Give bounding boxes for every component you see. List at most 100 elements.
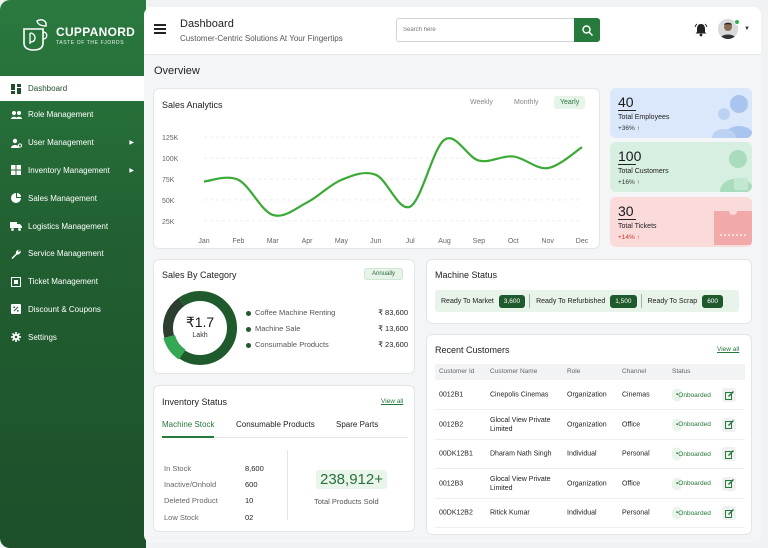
chevron-down-icon[interactable]: ▼ bbox=[744, 26, 750, 32]
column-header: Customer Name bbox=[490, 368, 538, 375]
sidebar-item-role-management[interactable]: Role Management bbox=[0, 101, 146, 129]
sidebar-item-sales-management[interactable]: Sales Management bbox=[0, 184, 146, 212]
machine-status-item[interactable]: Ready To Market 3,600 bbox=[435, 294, 531, 308]
sidebar-item-service-management[interactable]: Service Management bbox=[0, 240, 146, 268]
sidebar-item-settings[interactable]: Settings bbox=[0, 323, 146, 351]
table-row[interactable]: 0012B1 Cinepolis Cinemas Organization Cinem… bbox=[435, 381, 745, 410]
pie-chart-icon bbox=[10, 192, 22, 204]
donut-slice[interactable] bbox=[163, 334, 186, 360]
avatar[interactable] bbox=[718, 19, 738, 39]
sales-by-category-card: Sales By Category Annually ₹1.7 Lakh Cof… bbox=[153, 259, 415, 374]
machine-status-count: 1,500 bbox=[610, 294, 637, 308]
table-row[interactable]: 0012B2 Glocal View Private Limited Organiz… bbox=[435, 411, 745, 440]
gear-icon bbox=[10, 331, 22, 343]
machine-status-item[interactable]: Ready To Refurbished 1,500 bbox=[530, 294, 642, 308]
status-text: Onboarded bbox=[678, 450, 711, 458]
donut-slice[interactable] bbox=[163, 297, 185, 338]
edit-button[interactable] bbox=[722, 388, 736, 402]
cup-logo-icon bbox=[23, 19, 48, 51]
stat-underline bbox=[618, 219, 636, 220]
sidebar-item-logistics-management[interactable]: Logistics Management bbox=[0, 212, 146, 240]
stat-change-value: +14% bbox=[618, 234, 635, 241]
y-tick-label: 50K bbox=[162, 198, 175, 205]
edit-icon bbox=[724, 479, 734, 488]
y-tick-label: 25K bbox=[162, 219, 175, 226]
y-tick-label: 100K bbox=[162, 156, 179, 163]
sidebar-item-label: Inventory Management bbox=[28, 165, 110, 175]
status-badge: • Onboarded bbox=[672, 388, 711, 402]
ticket-icon bbox=[10, 276, 22, 288]
sidebar-item-label: Settings bbox=[28, 332, 57, 342]
table-row[interactable]: 00DK12B1 Dharam Nath Singh Individual Perso… bbox=[435, 440, 745, 469]
edit-icon bbox=[724, 390, 734, 400]
donut-slice[interactable] bbox=[178, 291, 237, 365]
search-button[interactable] bbox=[574, 18, 600, 42]
machine-status-item[interactable]: Ready To Scrap 600 bbox=[642, 294, 724, 308]
boxes-icon bbox=[10, 164, 22, 176]
x-tick-label: Mar bbox=[267, 238, 280, 245]
sidebar-item-dashboard[interactable]: Dashboard bbox=[0, 76, 146, 101]
stat-label: Total Customers bbox=[618, 168, 669, 175]
edit-button[interactable] bbox=[722, 447, 736, 461]
sidebar-item-discount-coupons[interactable]: Discount & Coupons bbox=[0, 296, 146, 324]
legend-amount: ₹ 23,600 bbox=[378, 340, 408, 349]
period-monthly-button[interactable]: Monthly bbox=[514, 99, 539, 106]
brand-logo[interactable]: CUPPANORD TASTE OF THE FJORDS bbox=[20, 18, 135, 52]
section-title: Overview bbox=[154, 65, 200, 77]
stat-change-value: +36% bbox=[618, 125, 635, 132]
status-text: Onboarded bbox=[678, 391, 711, 399]
sidebar-item-label: Sales Management bbox=[28, 193, 97, 203]
edit-button[interactable] bbox=[722, 476, 736, 491]
sidebar-item-label: Role Management bbox=[28, 110, 94, 120]
hamburger-menu-icon[interactable] bbox=[154, 24, 166, 36]
status-text: Onboarded bbox=[678, 509, 711, 517]
status-text: Onboarded bbox=[678, 480, 711, 487]
sidebar-item-ticket-management[interactable]: Ticket Management bbox=[0, 268, 146, 296]
inventory-label: In Stock bbox=[164, 464, 192, 473]
sidebar-item-user-management[interactable]: User Management ▶ bbox=[0, 129, 146, 157]
stat-card-customers[interactable]: 100 Total Customers +16% ↑ bbox=[610, 142, 752, 192]
tab-spare-parts[interactable]: Spare Parts bbox=[336, 420, 379, 429]
legend-dot bbox=[246, 326, 251, 332]
total-products-sold-label: Total Products Sold bbox=[314, 497, 379, 506]
search-input[interactable] bbox=[397, 19, 575, 41]
view-all-link[interactable]: View all bbox=[381, 398, 404, 405]
sales-series-line bbox=[203, 137, 583, 217]
machine-status-count: 600 bbox=[702, 294, 724, 308]
user-gear-icon bbox=[10, 137, 22, 149]
annually-badge[interactable]: Annually bbox=[364, 268, 404, 280]
view-all-link[interactable]: View all bbox=[717, 346, 740, 353]
bell-icon[interactable] bbox=[694, 23, 708, 37]
tab-consumable-products[interactable]: Consumable Products bbox=[236, 420, 315, 429]
edit-icon bbox=[724, 508, 734, 518]
inventory-value: 600 bbox=[245, 480, 258, 489]
edit-button[interactable] bbox=[722, 417, 736, 432]
sidebar-item-inventory-management[interactable]: Inventory Management ▶ bbox=[0, 157, 146, 185]
column-header: Customer Id bbox=[439, 368, 475, 375]
table-row[interactable]: 00DK12B2 Ritick Kumar Individual Personal • … bbox=[435, 499, 745, 528]
customer-name-cell: Ritick Kumar bbox=[490, 509, 530, 517]
card-title: Inventory Status bbox=[162, 397, 228, 407]
divider bbox=[287, 450, 288, 520]
legend-item: Coffee Machine Renting ₹ 83,600 bbox=[246, 308, 408, 317]
table-header: Customer Id Customer Name Role Channel S… bbox=[435, 364, 745, 380]
table-row[interactable]: 0012B3 Glocal View Private Limited Organiz… bbox=[435, 470, 745, 499]
stat-card-tickets[interactable]: 30 Total Tickets +14% ↑ bbox=[610, 197, 752, 247]
machine-status-label: Ready To Market bbox=[441, 297, 494, 305]
stat-card-employees[interactable]: 40 Total Employees +36% ↑ bbox=[610, 88, 752, 138]
donut-total: ₹1.7 bbox=[185, 314, 215, 330]
tickets-icon bbox=[714, 207, 752, 245]
inventory-label: Inactive/Onhold bbox=[164, 480, 217, 489]
inventory-row: Inactive/Onhold 600 bbox=[164, 480, 284, 489]
x-tick-label: Apr bbox=[302, 238, 314, 245]
customer-name-cell: Dharam Nath Singh bbox=[490, 450, 552, 458]
legend-item: Machine Sale ₹ 13,600 bbox=[246, 324, 408, 333]
tab-machine-stock[interactable]: Machine Stock bbox=[162, 420, 215, 438]
channel-cell: Office bbox=[622, 421, 641, 428]
online-status-dot bbox=[734, 19, 740, 25]
inventory-row: Low Stock 02 bbox=[164, 513, 284, 522]
status-badge: • Onboarded bbox=[672, 418, 711, 431]
period-yearly-button[interactable]: Yearly bbox=[554, 96, 586, 109]
edit-button[interactable] bbox=[722, 506, 736, 520]
period-weekly-button[interactable]: Weekly bbox=[470, 99, 493, 106]
